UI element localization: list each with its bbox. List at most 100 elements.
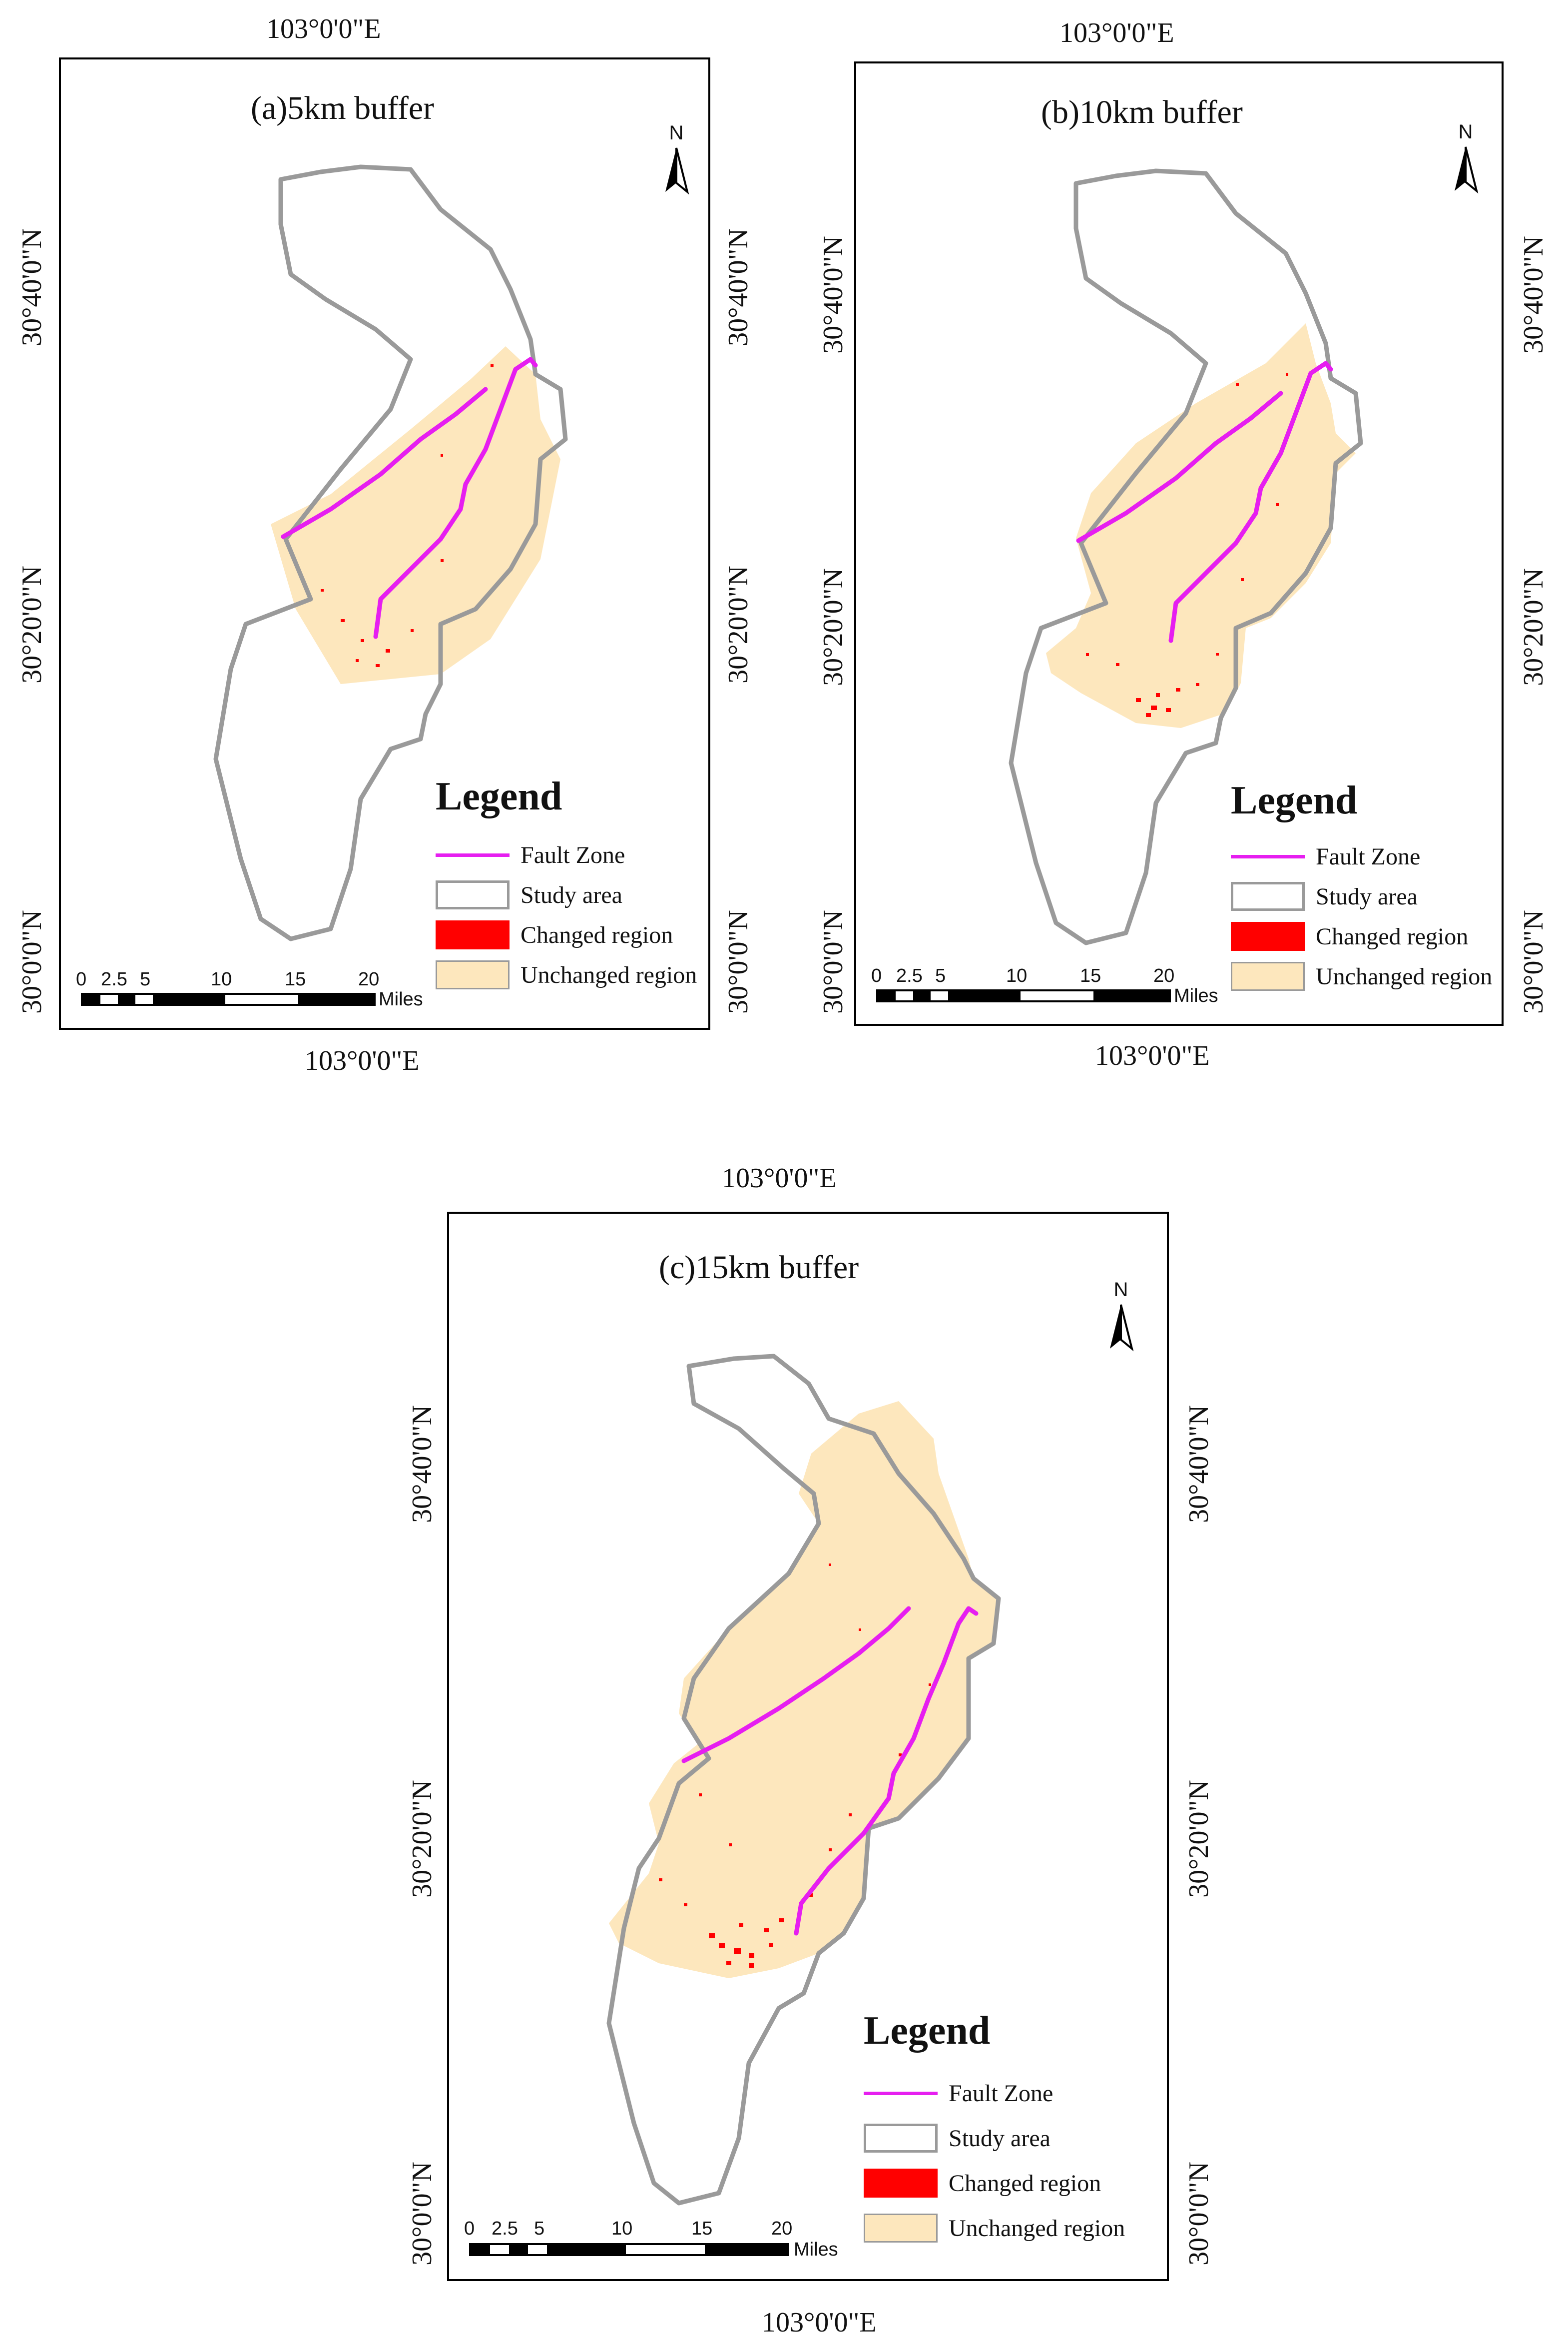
legend-label: Study area xyxy=(1316,883,1418,910)
map-frame: (a)5km buffer N Legend Fault Zone Study … xyxy=(59,57,710,1030)
scale-tick: 10 xyxy=(611,2218,633,2239)
scale-tick: 0 xyxy=(76,969,87,990)
legend-item-fault-zone: Fault Zone xyxy=(436,839,625,871)
north-arrow-icon xyxy=(1110,1304,1134,1352)
right-latitude-label: 30°0'0"N xyxy=(1183,2162,1214,2266)
fault-zone-symbol xyxy=(864,2079,938,2108)
scale-tick: 20 xyxy=(358,969,380,990)
scale-tick: 15 xyxy=(1080,965,1101,986)
right-latitude-label: 30°0'0"N xyxy=(1518,910,1549,1014)
right-latitude-label: 30°40'0"N xyxy=(723,228,754,346)
study-area-symbol xyxy=(436,880,510,909)
scale-tick: 20 xyxy=(1153,965,1175,986)
right-latitude-label: 30°40'0"N xyxy=(1183,1405,1214,1523)
study-area-outline xyxy=(606,1354,1001,2206)
north-arrow-icon xyxy=(665,147,689,195)
right-latitude-label: 30°0'0"N xyxy=(723,910,754,1014)
legend-label: Unchanged region xyxy=(1316,963,1493,990)
scale-bar-graphic xyxy=(469,2243,789,2256)
legend-title: Legend xyxy=(436,775,562,818)
scale-tick: 10 xyxy=(211,969,232,990)
scale-unit: Miles xyxy=(379,989,423,1010)
scale-tick: 5 xyxy=(140,969,151,990)
scale-tick: 15 xyxy=(285,969,306,990)
fault-zone-line xyxy=(681,1606,911,1763)
study-area-symbol xyxy=(864,2124,938,2153)
left-latitude-label: 30°40'0"N xyxy=(407,1405,438,1523)
map-canvas xyxy=(213,164,568,941)
north-arrow-icon xyxy=(1455,146,1479,194)
scale-tick: 2.5 xyxy=(492,2218,518,2239)
legend-item-fault-zone: Fault Zone xyxy=(1231,840,1420,872)
left-latitude-label: 30°0'0"N xyxy=(16,910,47,1014)
unchanged-region-symbol xyxy=(1231,962,1305,991)
right-latitude-label: 30°20'0"N xyxy=(723,566,754,684)
legend-item-study-area: Study area xyxy=(1231,880,1418,912)
left-latitude-label: 30°0'0"N xyxy=(818,910,849,1014)
scale-tick: 5 xyxy=(935,965,946,986)
legend-title: Legend xyxy=(864,2009,991,2053)
panel-title: (b)10km buffer xyxy=(1041,94,1243,130)
top-longitude-label: 103°0'0"E xyxy=(1059,17,1174,48)
panel-title: (a)5km buffer xyxy=(251,90,435,126)
right-latitude-label: 30°20'0"N xyxy=(1518,568,1549,686)
bottom-longitude-label: 103°0'0"E xyxy=(1095,1040,1210,1071)
unchanged-region-buffer xyxy=(1046,323,1356,728)
fault-zone-line xyxy=(373,357,538,639)
fault-zone-symbol xyxy=(436,840,510,869)
changed-region-symbol xyxy=(436,920,510,949)
scale-bar: 0 2.5 5 10 15 20 Miles xyxy=(464,2218,854,2268)
scale-tick: 2.5 xyxy=(101,969,127,990)
scale-bar: 0 2.5 5 10 15 20 Miles xyxy=(871,965,1241,1010)
scale-bar: 0 2.5 5 10 15 20 Miles xyxy=(76,969,446,1014)
scale-unit: Miles xyxy=(1174,985,1218,1006)
panel-title: (c)15km buffer xyxy=(659,1249,859,1286)
scale-tick: 10 xyxy=(1006,965,1028,986)
left-latitude-label: 30°40'0"N xyxy=(16,228,47,346)
north-arrow-label: N xyxy=(1458,121,1473,143)
fault-zone-symbol xyxy=(1231,842,1305,871)
top-longitude-label: 103°0'0"E xyxy=(722,1163,837,1194)
legend-item-unchanged-region: Unchanged region xyxy=(864,2212,1125,2244)
left-latitude-label: 30°40'0"N xyxy=(818,236,849,354)
left-latitude-label: 30°0'0"N xyxy=(407,2162,438,2266)
north-arrow: N xyxy=(1446,121,1486,201)
legend-label: Fault Zone xyxy=(949,2080,1053,2107)
legend-item-changed-region: Changed region xyxy=(864,2167,1101,2199)
map-frame: (c)15km buffer N Legend Fault Zone Study… xyxy=(447,1212,1169,2281)
top-longitude-label: 103°0'0"E xyxy=(266,13,381,44)
legend-label: Changed region xyxy=(1316,923,1469,950)
unchanged-region-buffer xyxy=(271,346,560,684)
scale-bar-graphic xyxy=(876,989,1171,1002)
legend-item-changed-region: Changed region xyxy=(436,919,673,951)
legend-label: Fault Zone xyxy=(1316,843,1421,870)
legend-item-unchanged-region: Unchanged region xyxy=(436,959,697,991)
changed-region-pixels xyxy=(659,1564,931,1968)
changed-region-symbol xyxy=(864,2169,938,2198)
scale-tick: 15 xyxy=(691,2218,713,2239)
legend-title: Legend xyxy=(1231,779,1358,822)
scale-bar-graphic xyxy=(81,993,376,1006)
scale-tick: 5 xyxy=(534,2218,545,2239)
north-arrow: N xyxy=(656,122,696,202)
legend-label: Changed region xyxy=(521,921,673,948)
left-latitude-label: 30°20'0"N xyxy=(407,1780,438,1898)
legend-item-changed-region: Changed region xyxy=(1231,920,1468,952)
bottom-longitude-label: 103°0'0"E xyxy=(305,1045,420,1076)
changed-region-pixels xyxy=(1086,373,1288,717)
north-arrow-label: N xyxy=(1113,1279,1128,1301)
legend-item-study-area: Study area xyxy=(864,2122,1050,2154)
study-area-outline xyxy=(213,164,568,941)
scale-unit: Miles xyxy=(794,2239,838,2260)
scale-tick: 20 xyxy=(771,2218,793,2239)
scale-tick: 2.5 xyxy=(896,965,923,986)
left-latitude-label: 30°20'0"N xyxy=(818,568,849,686)
legend-label: Study area xyxy=(521,881,622,908)
legend-label: Fault Zone xyxy=(521,841,625,868)
unchanged-region-symbol xyxy=(864,2214,938,2243)
study-area-outline xyxy=(1009,168,1363,945)
legend-label: Unchanged region xyxy=(949,2215,1125,2242)
map-canvas xyxy=(1009,168,1363,945)
fault-zone-line xyxy=(281,387,488,539)
scale-tick: 0 xyxy=(871,965,882,986)
